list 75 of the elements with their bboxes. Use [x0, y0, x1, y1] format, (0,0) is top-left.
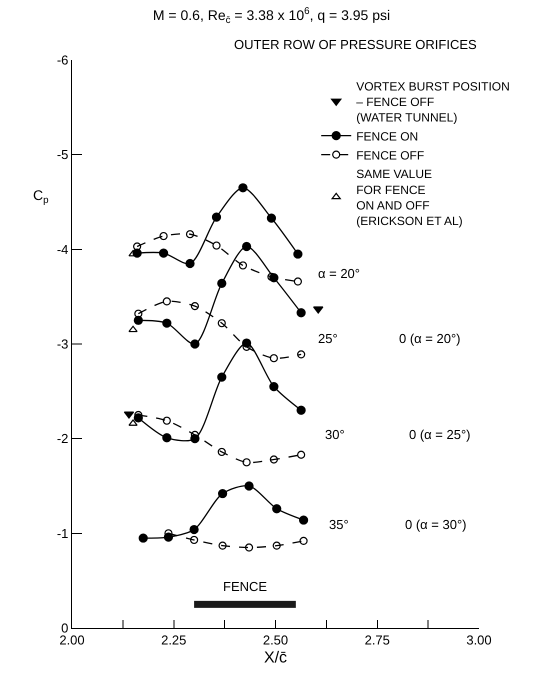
- point: [238, 261, 248, 270]
- point: [217, 372, 226, 382]
- point: [297, 350, 306, 359]
- point: [269, 382, 278, 392]
- x-axis-title: X/c̄: [264, 649, 288, 666]
- y-tick-label: -1: [56, 526, 68, 541]
- point: [296, 308, 306, 318]
- point: [159, 232, 168, 240]
- point: [299, 536, 308, 546]
- legend-label: SAME VALUE FOR FENCE ON AND OFF (ERICKSON ET AL): [356, 167, 463, 228]
- y-tick-label: -3: [56, 336, 68, 352]
- point: [128, 326, 138, 332]
- point: [293, 249, 302, 259]
- point: [138, 533, 148, 543]
- point: [244, 543, 254, 552]
- point: [244, 481, 254, 491]
- y-tick-label: -5: [56, 147, 68, 162]
- point: [272, 504, 282, 514]
- point: [242, 242, 252, 252]
- point: [162, 433, 172, 442]
- y-tick-label: -6: [56, 52, 68, 68]
- point: [218, 448, 226, 456]
- point: [272, 542, 281, 550]
- point: [190, 302, 200, 310]
- point: [185, 258, 195, 268]
- point: [296, 406, 306, 415]
- y-tick-label: -4: [56, 242, 68, 257]
- point: [124, 411, 134, 419]
- annotation: 35°: [329, 517, 349, 532]
- point: [158, 248, 168, 258]
- annotation: α = 20°: [318, 266, 360, 281]
- point: [218, 542, 227, 550]
- legend-label: FENCE ON: [356, 129, 418, 144]
- point: [294, 277, 302, 286]
- annotation: 0 (α = 25°): [409, 427, 470, 442]
- legend-label: VORTEX BURST POSITION – FENCE OFF (WATER TUNNEL): [356, 79, 510, 125]
- annotation: 25°: [318, 331, 338, 346]
- x-tick-label: 3.00: [466, 632, 492, 648]
- point: [313, 306, 324, 314]
- point: [298, 515, 308, 525]
- point: [269, 273, 278, 282]
- point: [190, 524, 199, 534]
- x-tick-label: 2.50: [262, 632, 288, 648]
- point: [297, 450, 306, 459]
- annotation: 0 (α = 30°): [405, 517, 466, 532]
- point: [242, 338, 252, 348]
- point: [217, 278, 226, 288]
- point: [162, 318, 172, 328]
- series-label: FENCE: [223, 579, 268, 594]
- point: [162, 416, 171, 425]
- point: [190, 339, 200, 349]
- point: [218, 488, 228, 498]
- point: [238, 183, 248, 192]
- x-tick-label: 2.25: [161, 632, 186, 648]
- point: [242, 458, 251, 466]
- point: [270, 455, 278, 464]
- point: [270, 354, 278, 362]
- point: [134, 316, 143, 325]
- point: [266, 213, 276, 223]
- y-tick-label: -2: [56, 431, 68, 446]
- y-axis-title: C$_{p}$: [33, 187, 50, 206]
- chart-subtitle: OUTER ROW OF PRESSURE ORIFICES: [234, 37, 478, 52]
- point: [190, 536, 198, 544]
- point: [134, 310, 142, 318]
- point: [212, 241, 221, 250]
- chart-title: M = 0.6, Re$_{c̄}$ = 3.38 x 10$^{6}$, q = 3.95 psi: [152, 6, 390, 26]
- point: [128, 419, 138, 426]
- point: [218, 319, 226, 328]
- annotation: 30°: [325, 427, 345, 442]
- annotation: 0 (α = 20°): [399, 331, 460, 346]
- point: [162, 297, 171, 306]
- point: [212, 212, 222, 222]
- legend-label: FENCE OFF: [356, 148, 424, 162]
- point: [186, 230, 194, 238]
- x-tick-label: 2.75: [364, 632, 390, 648]
